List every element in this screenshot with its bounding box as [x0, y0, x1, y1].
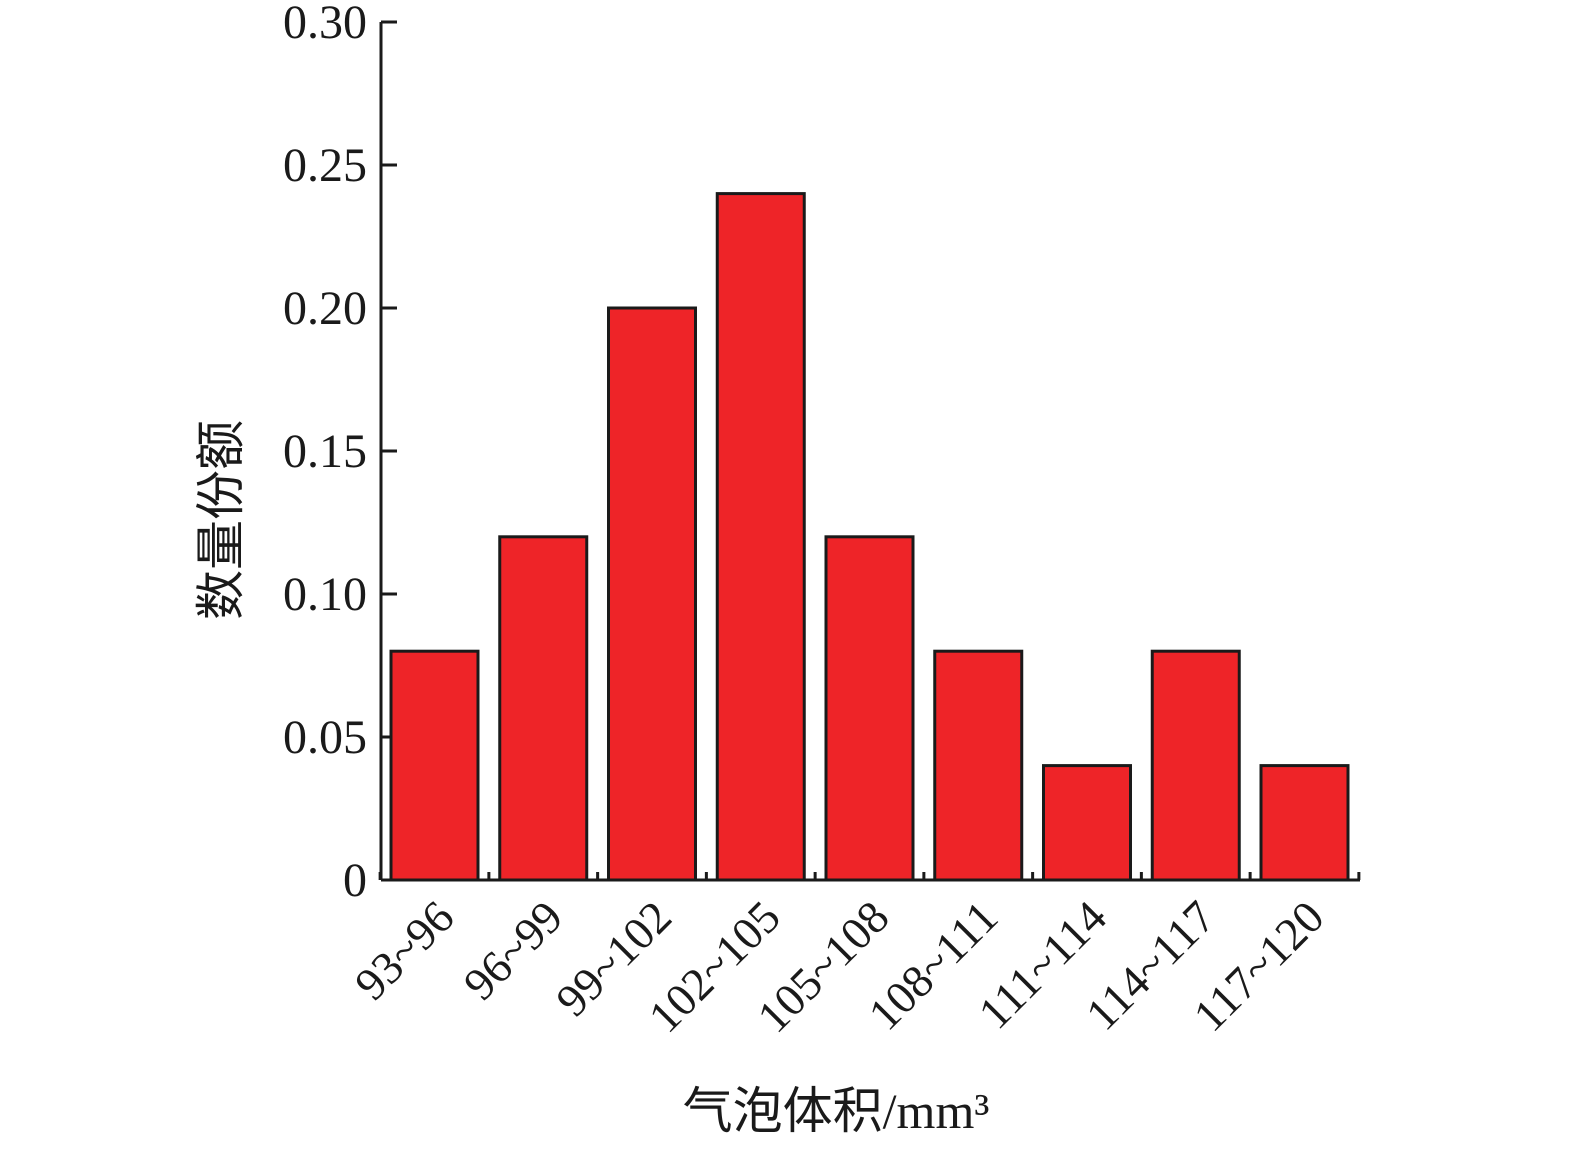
y-axis-title: 数量份额 [193, 420, 249, 620]
y-tick-label: 0 [343, 854, 367, 907]
bar [1150, 649, 1241, 882]
x-axis-ticks: 93~9696~9999~102102~105105~108108~111111… [345, 864, 1361, 1042]
y-tick-label: 0.20 [283, 282, 367, 335]
y-tick-label: 0.05 [283, 711, 367, 764]
x-tick-label: 93~96 [345, 891, 464, 1010]
y-axis-ticks: 0 0.05 0.10 0.15 0.20 0.25 0.30 [283, 0, 397, 907]
bar [933, 649, 1024, 882]
bar [824, 535, 915, 882]
y-tick-label: 0.10 [283, 568, 367, 621]
y-tick-label: 0.30 [283, 0, 367, 49]
bars [389, 192, 1350, 882]
y-tick-label: 0.15 [283, 425, 367, 478]
x-axis-title: 气泡体积/mm³ [683, 1083, 990, 1139]
y-tick-label: 0.25 [283, 139, 367, 192]
bar [389, 649, 480, 882]
bar [715, 192, 806, 882]
bar [1042, 764, 1132, 882]
bar [607, 306, 697, 882]
bar [498, 535, 589, 882]
bar [1259, 764, 1350, 882]
